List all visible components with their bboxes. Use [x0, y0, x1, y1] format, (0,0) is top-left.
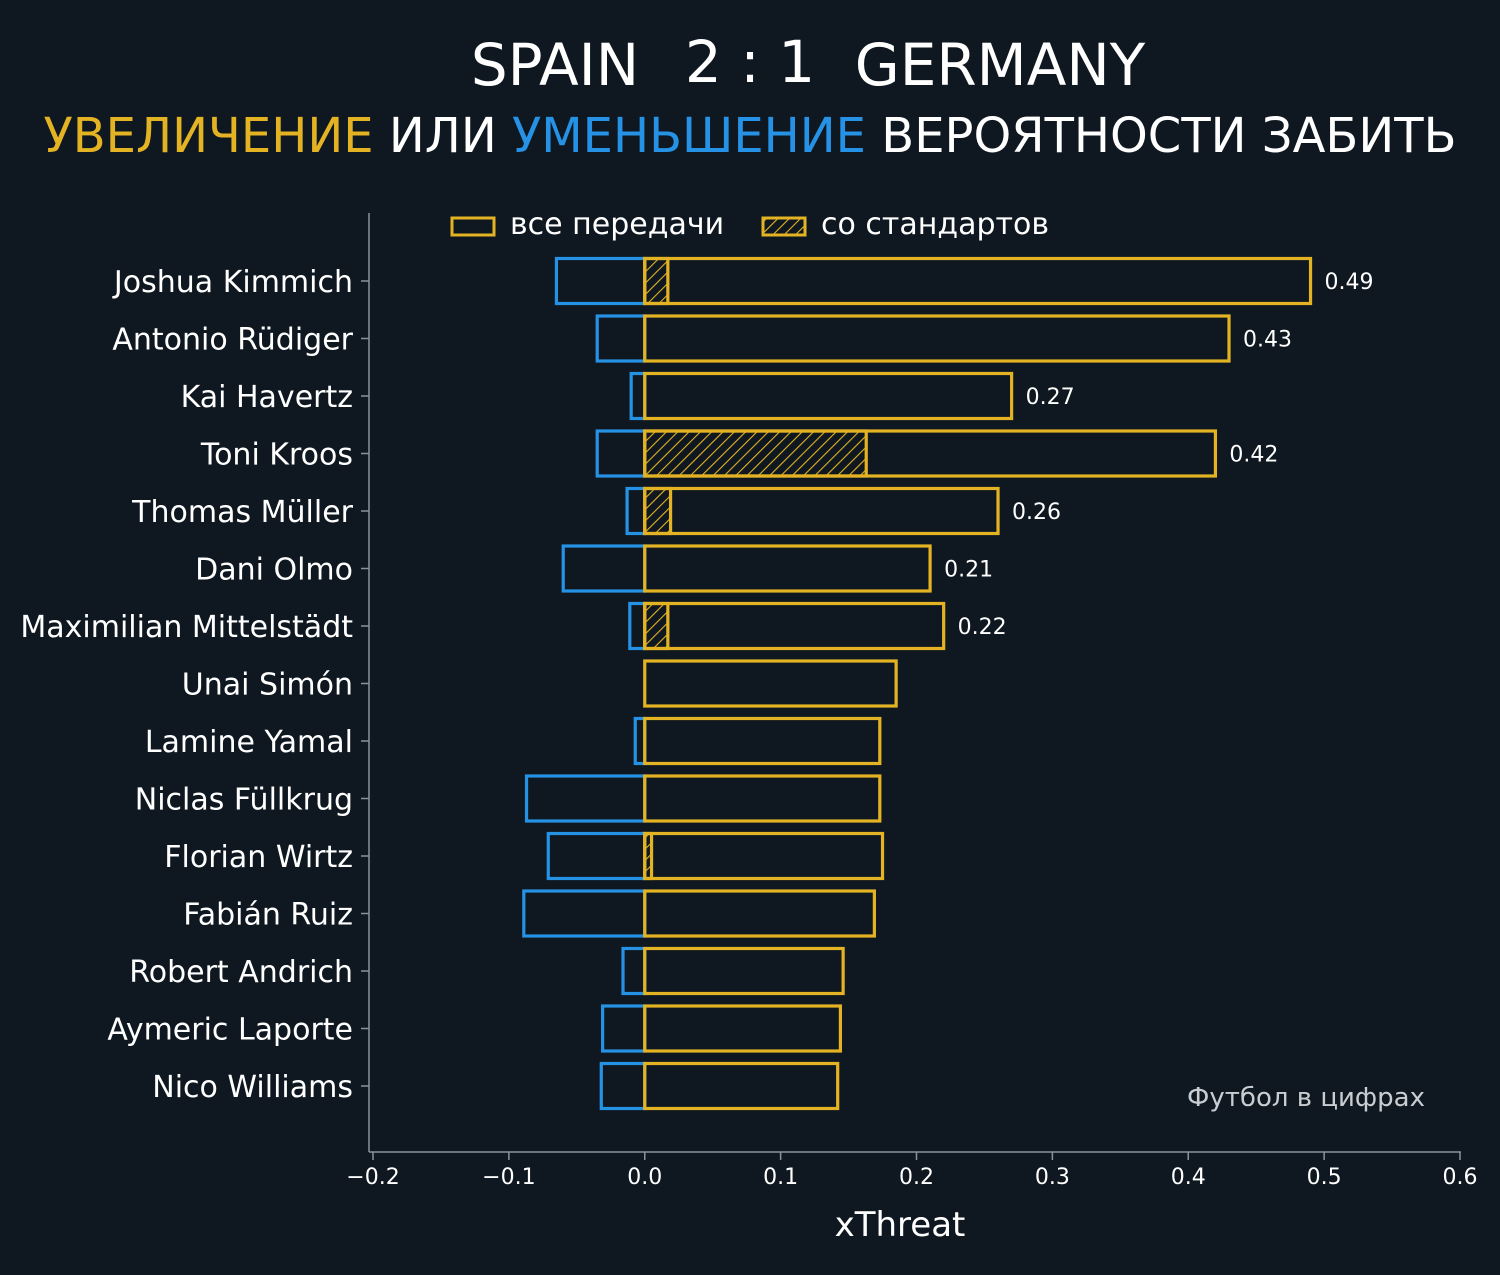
bar-decrease-joshua-kimmich — [554, 256, 647, 306]
bar-decrease-aymeric-laporte — [601, 1004, 647, 1053]
bar-set-pieces-joshua-kimmich — [643, 256, 670, 306]
y-label-joshua-kimmich: Joshua Kimmich — [112, 265, 353, 300]
bar-increase-toni-kroos — [643, 429, 1218, 478]
subtitle-decrease: УМЕНЬШЕНИЕ — [512, 108, 866, 164]
bar-increase-aymeric-laporte — [643, 1004, 843, 1053]
bar-decrease-fabi-n-ruiz — [522, 889, 647, 938]
subtitle: УВЕЛИЧЕНИЕ ИЛИ УМЕНЬШЕНИЕ ВЕРОЯТНОСТИ ЗА… — [43, 108, 1456, 164]
bar-set-pieces-maximilian-mittelst-dt — [643, 601, 670, 651]
bar-increase-lamine-yamal — [643, 716, 882, 766]
legend: все передачи со стандартов — [450, 207, 1049, 242]
x-ticks-group: −0.2 −0.1 0.0 0.1 0.2 0.3 0.4 0.5 0.6 — [346, 1152, 1478, 1190]
legend-label-set-pieces: со стандартов — [821, 207, 1049, 242]
y-label-nico-williams: Nico Williams — [152, 1070, 353, 1105]
bar-increase-florian-wirtz — [643, 831, 885, 881]
data-label-kai-havertz: 0.27 — [1026, 385, 1075, 410]
bar-increase-fabi-n-ruiz — [643, 889, 876, 938]
team-away: GERMANY — [855, 31, 1146, 99]
x-tick-label-7: 0.5 — [1307, 1165, 1342, 1190]
subtitle-rest: ВЕРОЯТНОСТИ ЗАБИТЬ — [881, 108, 1456, 164]
bar-increase-niclas-f-llkrug — [643, 774, 882, 823]
bar-decrease-florian-wirtz — [546, 831, 647, 881]
bar-decrease-robert-andrich — [621, 946, 647, 996]
bar-decrease-dani-olmo — [561, 544, 647, 593]
bar-decrease-kai-havertz — [629, 371, 647, 421]
data-label-maximilian-mittelst-dt: 0.22 — [958, 615, 1007, 640]
bar-increase-maximilian-mittelst-dt — [643, 601, 946, 651]
bar-increase-unai-sim-n — [643, 659, 898, 708]
legend-label-all-passes: все передачи — [510, 207, 724, 242]
y-label-robert-andrich: Robert Andrich — [129, 955, 353, 990]
subtitle-or: ИЛИ — [389, 108, 497, 164]
bar-increase-antonio-r-diger — [643, 314, 1231, 363]
bar-set-pieces-toni-kroos — [643, 429, 868, 478]
legend-swatch-all-passes — [450, 216, 496, 237]
x-tick-label-5: 0.3 — [1035, 1165, 1070, 1190]
bar-decrease-niclas-f-llkrug — [524, 774, 647, 823]
bar-increase-nico-williams — [643, 1061, 840, 1111]
y-label-unai-sim-n: Unai Simón — [182, 668, 353, 703]
subtitle-increase: УВЕЛИЧЕНИЕ — [43, 108, 373, 164]
bar-increase-robert-andrich — [643, 946, 845, 996]
data-label-thomas-m-ller: 0.26 — [1012, 500, 1061, 525]
y-label-antonio-r-diger: Antonio Rüdiger — [112, 323, 353, 358]
score: 2 : 1 — [685, 28, 815, 96]
team-home: SPAIN — [471, 31, 639, 99]
x-tick-label-3: 0.1 — [763, 1165, 798, 1190]
y-label-lamine-yamal: Lamine Yamal — [145, 725, 353, 760]
y-label-kai-havertz: Kai Havertz — [181, 380, 353, 415]
y-label-florian-wirtz: Florian Wirtz — [164, 840, 353, 875]
x-tick-label-0: −0.2 — [346, 1165, 399, 1190]
bar-decrease-nico-williams — [599, 1061, 647, 1111]
data-label-antonio-r-diger: 0.43 — [1243, 328, 1292, 353]
data-label-joshua-kimmich: 0.49 — [1325, 270, 1374, 295]
x-tick-label-1: −0.1 — [482, 1165, 535, 1190]
bar-increase-thomas-m-ller — [643, 486, 1000, 536]
data-label-dani-olmo: 0.21 — [944, 558, 993, 583]
legend-swatch-set-pieces — [761, 216, 807, 237]
y-labels-group: Joshua Kimmich Antonio Rüdiger Kai Havertz… — [20, 265, 369, 1105]
bar-increase-dani-olmo — [643, 544, 932, 593]
bar-set-pieces-thomas-m-ller — [643, 486, 673, 536]
y-label-maximilian-mittelst-dt: Maximilian Mittelstädt — [20, 610, 353, 645]
bars-group: 0.49 0.43 0.27 0.42 0.26 0.21 0.22 — [522, 256, 1374, 1111]
data-label-toni-kroos: 0.42 — [1229, 443, 1278, 468]
y-label-toni-kroos: Toni Kroos — [200, 438, 353, 473]
bar-decrease-maximilian-mittelst-dt — [628, 601, 647, 651]
credit: Футбол в цифрах — [1187, 1083, 1425, 1113]
x-tick-label-4: 0.2 — [899, 1165, 934, 1190]
bar-decrease-antonio-r-diger — [595, 314, 647, 363]
bar-increase-kai-havertz — [643, 371, 1014, 421]
y-label-dani-olmo: Dani Olmo — [195, 553, 353, 588]
bar-decrease-thomas-m-ller — [625, 486, 647, 536]
x-tick-label-8: 0.6 — [1443, 1165, 1478, 1190]
x-tick-label-6: 0.4 — [1171, 1165, 1206, 1190]
x-axis-label: xThreat — [835, 1205, 966, 1245]
bar-decrease-toni-kroos — [595, 429, 647, 478]
y-label-aymeric-laporte: Aymeric Laporte — [107, 1013, 353, 1048]
y-label-niclas-f-llkrug: Niclas Füllkrug — [135, 783, 353, 818]
bar-increase-joshua-kimmich — [643, 256, 1313, 306]
y-label-thomas-m-ller: Thomas Müller — [131, 495, 353, 530]
y-label-fabi-n-ruiz: Fabián Ruiz — [183, 898, 353, 933]
x-tick-label-2: 0.0 — [627, 1165, 662, 1190]
